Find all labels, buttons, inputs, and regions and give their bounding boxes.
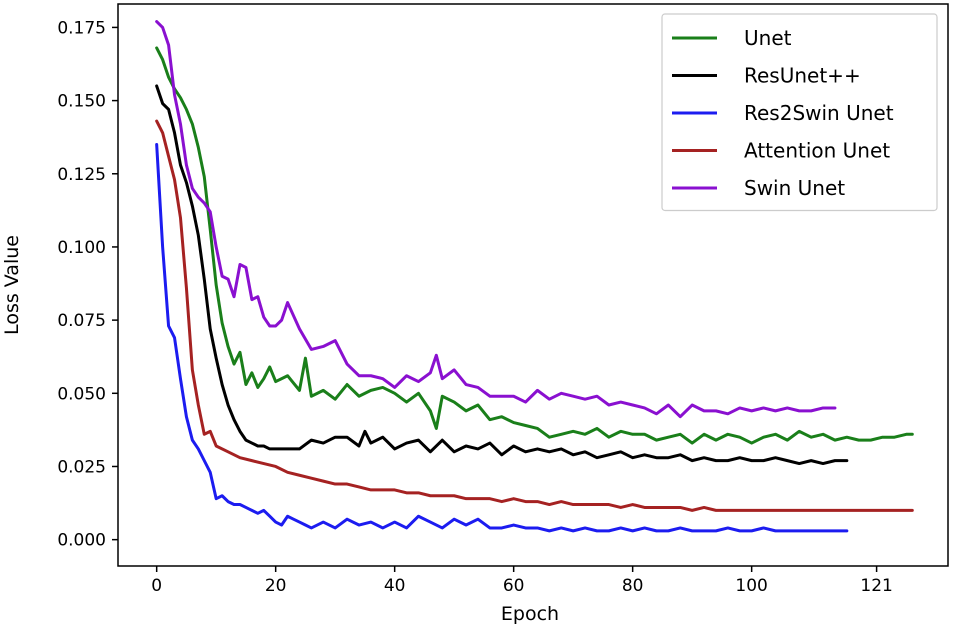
x-tick-label: 40 [384, 576, 406, 596]
y-axis-label: Loss Value [1, 235, 23, 335]
y-tick-label: 0.125 [57, 165, 106, 185]
y-tick-label: 0.050 [57, 384, 106, 404]
y-tick-label: 0.000 [57, 531, 106, 551]
y-tick-label: 0.075 [57, 311, 106, 331]
x-tick-label: 0 [151, 576, 162, 596]
series-line-attention-unet [155, 119, 914, 512]
series-line-resunet [155, 84, 849, 466]
y-tick-label: 0.175 [57, 18, 106, 38]
series-line-unet [155, 46, 914, 445]
axes: 0 20 40 60 80 100 121 0.000 0.025 0.050 0.075 0.100… [1, 3, 949, 625]
legend-label-resunet: ResUnet++ [744, 64, 861, 88]
plot-frame [117, 3, 949, 567]
x-tick-label: 60 [503, 576, 525, 596]
plot-area [155, 20, 914, 533]
series-line-swin-unet [155, 20, 837, 419]
series-line-res2swin-unet [155, 143, 849, 533]
y-tick-label: 0.100 [57, 238, 106, 258]
legend-label-swin-unet: Swin Unet [744, 176, 845, 200]
y-tick-label: 0.025 [57, 457, 106, 477]
legend-label-attention-unet: Attention Unet [744, 139, 890, 163]
legend-box [661, 13, 938, 212]
legend-label-unet: Unet [744, 26, 792, 50]
x-tick-label: 80 [622, 576, 644, 596]
x-axis-label: Epoch [501, 603, 559, 625]
x-tick-label: 121 [860, 576, 892, 596]
x-tick-label: 20 [265, 576, 287, 596]
y-tick-label: 0.150 [57, 92, 106, 112]
legend-label-res2swin-unet: Res2Swin Unet [744, 101, 894, 125]
legend: Unet ResUnet++ Res2Swin Unet Attention Unet… [661, 13, 938, 212]
x-tick-label: 100 [735, 576, 767, 596]
